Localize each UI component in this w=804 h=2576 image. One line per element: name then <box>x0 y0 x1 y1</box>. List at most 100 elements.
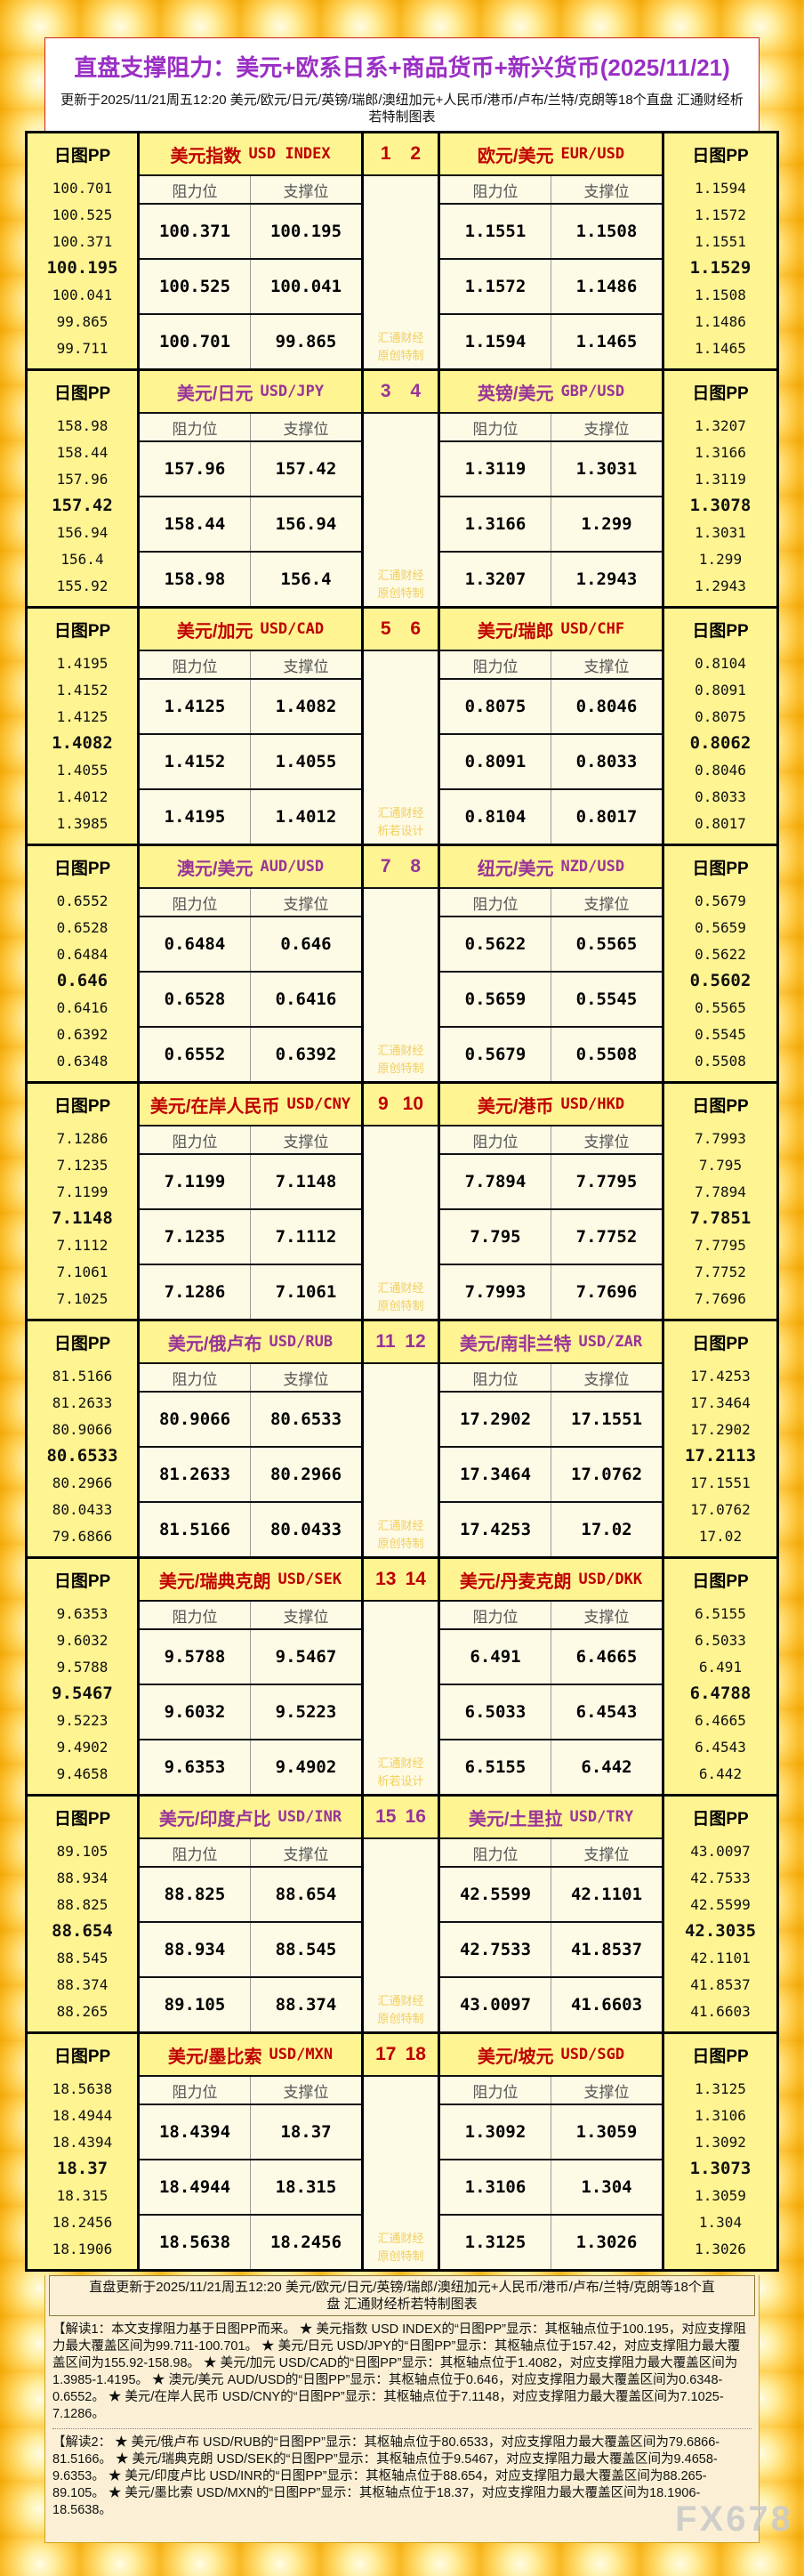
pp-value: 100.525 <box>52 206 113 223</box>
pp-value: 17.3464 <box>690 1393 751 1411</box>
resistance-label: 阻力位 <box>440 1602 551 1628</box>
support-value: 0.646 <box>280 934 332 954</box>
brand-watermark: 汇通财经 原创特制 <box>364 1992 438 2028</box>
table-row: 1.4195 1.4012 <box>140 788 361 844</box>
pair-number-column: 9 10 汇通财经 原创特制 <box>364 1084 440 1319</box>
rs-header: 阻力位 支撑位 <box>440 176 662 203</box>
daily-pp-column-left: 日图PP 0.6552 0.6528 0.6484 0.646 0.6416 0… <box>28 846 140 1081</box>
daily-pp-column-left: 日图PP 158.98 158.44 157.96 157.42 156.94 … <box>28 371 140 606</box>
table-row: 9.6032 9.5223 <box>140 1684 361 1739</box>
pair-table-left: 美元/墨比索 USD/MXN 阻力位 支撑位 18.4394 18.37 18.… <box>140 2034 364 2269</box>
brand-watermark: 汇通财经 原创特制 <box>364 1042 438 1078</box>
pair-name-cn: 美元/土里拉 <box>468 1809 563 1829</box>
pair-number-column: 13 14 汇通财经 析若设计 <box>364 1559 440 1794</box>
pp-value: 80.9066 <box>52 1420 113 1438</box>
pair-name-en: USD/JPY <box>260 383 325 400</box>
support-value: 99.865 <box>275 332 337 351</box>
support-value: 156.4 <box>280 569 332 589</box>
table-row: 6.491 6.4665 <box>440 1628 662 1684</box>
pp-value: 1.3106 <box>695 2106 746 2124</box>
pp-value: 7.7795 <box>695 1236 746 1254</box>
resistance-label: 阻力位 <box>440 1126 551 1153</box>
table-row: 81.5166 80.0433 <box>140 1501 361 1556</box>
pair-name-cn: 澳元/美元 <box>176 859 253 879</box>
pp-value: 42.7533 <box>690 1869 751 1886</box>
support-value: 156.94 <box>275 514 337 534</box>
support-value: 88.654 <box>275 1885 337 1904</box>
support-value: 1.4012 <box>275 807 337 827</box>
brand-watermark-line2: 析若设计 <box>377 824 424 837</box>
pp-pivot-value: 9.5467 <box>52 1684 113 1703</box>
pair-name-cn: 美元/港币 <box>477 1096 554 1117</box>
support-value: 17.02 <box>581 1520 632 1539</box>
table-row: 18.4394 18.37 <box>140 2104 361 2159</box>
pp-value: 1.1551 <box>695 232 746 250</box>
brand-watermark-line2: 原创特制 <box>377 1537 424 1550</box>
resistance-value: 43.0097 <box>440 1978 551 2031</box>
pair-table-left: 美元指数 USD INDEX 阻力位 支撑位 100.371 100.195 1… <box>140 133 364 368</box>
pair-numbers: 7 8 <box>364 846 438 889</box>
pp-value: 6.491 <box>698 1658 743 1676</box>
pp-value: 42.1101 <box>690 1949 751 1966</box>
pair-title: 纽元/美元 NZD/USD <box>440 846 662 889</box>
support-value: 42.1101 <box>570 1885 643 1904</box>
mid-spacer: 汇通财经 析若设计 <box>364 1602 438 1794</box>
pair-title: 美元/墨比索 USD/MXN <box>140 2034 361 2077</box>
rs-header: 阻力位 支撑位 <box>440 414 662 440</box>
pair-name-cn: 美元/日元 <box>176 384 253 404</box>
table-row: 6.5155 6.442 <box>440 1739 662 1794</box>
support-value: 1.3031 <box>575 459 638 479</box>
pair-number-column: 11 12 汇通财经 原创特制 <box>364 1321 440 1556</box>
pair-title: 美元/加元 USD/CAD <box>140 609 361 651</box>
pair-title: 欧元/美元 EUR/USD <box>440 133 662 176</box>
pair-title: 美元指数 USD INDEX <box>140 133 361 176</box>
pp-value: 0.8091 <box>695 681 746 699</box>
brand-watermark: 汇通财经 析若设计 <box>364 804 438 840</box>
rs-header: 阻力位 支撑位 <box>440 2077 662 2104</box>
pp-value: 0.8033 <box>695 787 746 805</box>
resistance-value: 1.1551 <box>440 205 551 258</box>
daily-pp-label: 日图PP <box>53 1571 111 1591</box>
pair-table-right: 美元/坡元 USD/SGD 阻力位 支撑位 1.3092 1.3059 1.31… <box>440 2034 664 2269</box>
pair-name-cn: 美元/坡元 <box>477 2047 554 2067</box>
pp-value: 0.5622 <box>695 945 746 963</box>
resistance-value: 7.7993 <box>440 1265 551 1319</box>
table-row: 7.795 7.7752 <box>440 1208 662 1264</box>
table-row: 7.7894 7.7795 <box>440 1153 662 1208</box>
rs-header: 阻力位 支撑位 <box>140 414 361 440</box>
support-value: 17.1551 <box>570 1409 643 1429</box>
resistance-value: 0.8091 <box>440 735 551 788</box>
support-value: 1.4055 <box>275 752 337 771</box>
pair-numbers: 11 12 <box>364 1321 438 1364</box>
pp-pivot-value: 17.2113 <box>684 1446 757 1466</box>
resistance-value: 0.6484 <box>140 917 251 971</box>
pp-pivot-value: 0.8062 <box>689 733 752 753</box>
mid-spacer: 汇通财经 原创特制 <box>364 414 438 606</box>
pp-value: 18.5638 <box>52 2079 113 2097</box>
pp-value: 18.4394 <box>52 2133 113 2151</box>
pp-value: 88.825 <box>56 1895 109 1913</box>
resistance-value: 7.1199 <box>140 1155 251 1208</box>
pp-value: 1.1465 <box>695 339 746 357</box>
resistance-label: 阻力位 <box>140 1839 251 1866</box>
resistance-label: 阻力位 <box>140 2077 251 2104</box>
pp-value: 9.6032 <box>56 1631 109 1649</box>
resistance-value: 18.5638 <box>140 2216 251 2269</box>
support-value: 1.1465 <box>575 332 638 351</box>
support-value: 0.5545 <box>575 989 638 1009</box>
currency-block: 日图PP 100.701 100.525 100.371 100.195 100… <box>28 133 776 371</box>
daily-pp-column-right: 日图PP 17.4253 17.3464 17.2902 17.2113 17.… <box>664 1321 776 1556</box>
resistance-value: 1.3166 <box>440 497 551 551</box>
pair-number-column: 3 4 汇通财经 原创特制 <box>364 371 440 606</box>
rs-header: 阻力位 支撑位 <box>140 2077 361 2104</box>
pair-title: 英镑/美元 GBP/USD <box>440 371 662 414</box>
table-row: 0.5622 0.5565 <box>440 916 662 971</box>
brand-watermark-line1: 汇通财经 <box>377 806 424 820</box>
pp-pivot-value: 88.654 <box>52 1921 113 1941</box>
brand-watermark: 汇通财经 原创特制 <box>364 329 438 365</box>
support-value: 7.1112 <box>275 1227 337 1247</box>
daily-pp-label: 日图PP <box>53 859 111 878</box>
pair-name-en: USD/CNY <box>286 1095 351 1113</box>
table-row: 1.4152 1.4055 <box>140 733 361 788</box>
brand-watermark-line1: 汇通财经 <box>377 1994 424 2007</box>
